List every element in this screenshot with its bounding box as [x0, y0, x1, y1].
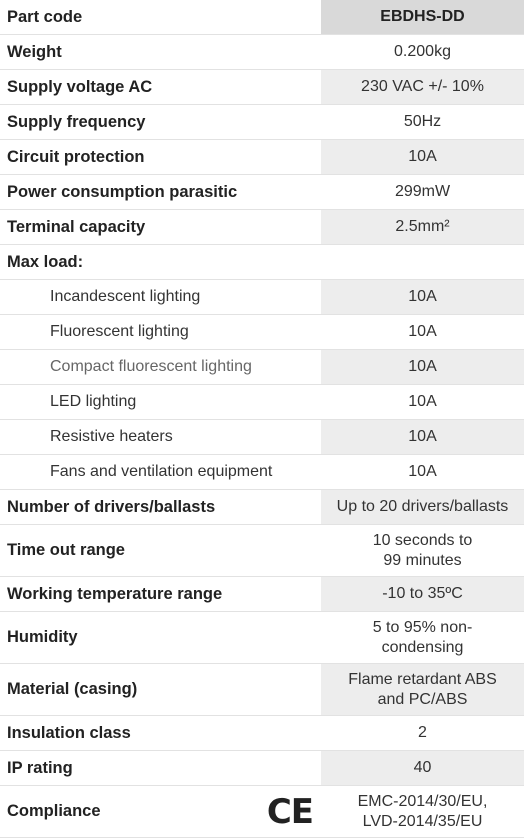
spec-row-supply-frequency: Supply frequency 50Hz: [0, 104, 524, 140]
spec-row-humidity: Humidity 5 to 95% non- condensing: [0, 611, 524, 664]
spec-row-power-consumption: Power consumption parasitic 299mW: [0, 174, 524, 210]
spec-row-fans-ventilation: Fans and ventilation equipment 10A: [0, 454, 524, 490]
spec-row-max-load: Max load:: [0, 244, 524, 280]
spec-label: Power consumption parasitic: [0, 174, 321, 210]
spec-sublabel: LED lighting: [0, 384, 321, 420]
spec-row-terminal-capacity: Terminal capacity 2.5mm²: [0, 209, 524, 245]
spec-label: Working temperature range: [0, 576, 321, 612]
spec-value: Up to 20 drivers/ballasts: [321, 489, 524, 525]
spec-sublabel: Incandescent lighting: [0, 279, 321, 315]
spec-value: 10A: [321, 419, 524, 455]
spec-row-compact-fluorescent: Compact fluorescent lighting 10A: [0, 349, 524, 385]
spec-label: Time out range: [0, 524, 321, 577]
spec-value: 10A: [321, 349, 524, 385]
spec-value-line: LVD-2014/35/EU: [362, 812, 483, 830]
spec-value-line: and PC/ABS: [377, 690, 468, 708]
spec-value: 10A: [321, 454, 524, 490]
spec-row-compliance: Compliance CE EMC-2014/30/EU, LVD-2014/3…: [0, 785, 524, 838]
spec-value: 10A: [321, 139, 524, 175]
spec-label: Compliance CE: [0, 785, 321, 838]
spec-value: -10 to 35ºC: [321, 576, 524, 612]
spec-value: EBDHS-DD: [321, 0, 524, 35]
spec-value-line: EMC-2014/30/EU,: [357, 792, 488, 810]
spec-value-line: 10 seconds to: [372, 531, 473, 549]
compliance-label: Compliance: [7, 802, 101, 820]
spec-label: Part code: [0, 0, 321, 35]
spec-value: 10A: [321, 384, 524, 420]
spec-row-part-code: Part code EBDHS-DD: [0, 0, 524, 35]
spec-value: 230 VAC +/- 10%: [321, 69, 524, 105]
spec-sublabel: Compact fluorescent lighting: [0, 349, 321, 385]
spec-value: 2.5mm²: [321, 209, 524, 245]
spec-label: Max load:: [0, 244, 321, 280]
spec-row-ip-rating: IP rating 40: [0, 750, 524, 786]
ce-mark-icon: CE: [266, 791, 314, 832]
spec-sublabel: Resistive heaters: [0, 419, 321, 455]
spec-sublabel: Fluorescent lighting: [0, 314, 321, 350]
spec-value: EMC-2014/30/EU, LVD-2014/35/EU: [321, 785, 524, 838]
spec-value: 10A: [321, 279, 524, 315]
spec-row-supply-voltage: Supply voltage AC 230 VAC +/- 10%: [0, 69, 524, 105]
spec-label: Humidity: [0, 611, 321, 664]
spec-label: Weight: [0, 34, 321, 70]
spec-label: Supply voltage AC: [0, 69, 321, 105]
spec-value: 10 seconds to 99 minutes: [321, 524, 524, 577]
spec-label: Circuit protection: [0, 139, 321, 175]
spec-value-line: 5 to 95% non-: [372, 618, 473, 636]
spec-value: 299mW: [321, 174, 524, 210]
spec-value-line: 99 minutes: [383, 551, 462, 569]
spec-label: Supply frequency: [0, 104, 321, 140]
spec-row-resistive-heaters: Resistive heaters 10A: [0, 419, 524, 455]
spec-value: 5 to 95% non- condensing: [321, 611, 524, 664]
spec-row-fluorescent: Fluorescent lighting 10A: [0, 314, 524, 350]
spec-label: Material (casing): [0, 663, 321, 716]
spec-row-time-out-range: Time out range 10 seconds to 99 minutes: [0, 524, 524, 577]
spec-value: 40: [321, 750, 524, 786]
spec-row-weight: Weight 0.200kg: [0, 34, 524, 70]
spec-row-led: LED lighting 10A: [0, 384, 524, 420]
spec-label: IP rating: [0, 750, 321, 786]
spec-row-drivers-ballasts: Number of drivers/ballasts Up to 20 driv…: [0, 489, 524, 525]
spec-row-material: Material (casing) Flame retardant ABS an…: [0, 663, 524, 716]
spec-label: Number of drivers/ballasts: [0, 489, 321, 525]
spec-label: Insulation class: [0, 715, 321, 751]
spec-row-working-temperature: Working temperature range -10 to 35ºC: [0, 576, 524, 612]
spec-value: 2: [321, 715, 524, 751]
spec-sublabel: Fans and ventilation equipment: [0, 454, 321, 490]
spec-row-insulation-class: Insulation class 2: [0, 715, 524, 751]
spec-row-incandescent: Incandescent lighting 10A: [0, 279, 524, 315]
spec-label: Terminal capacity: [0, 209, 321, 245]
spec-row-circuit-protection: Circuit protection 10A: [0, 139, 524, 175]
spec-value-line: Flame retardant ABS: [348, 670, 497, 688]
spec-value: Flame retardant ABS and PC/ABS: [321, 663, 524, 716]
spec-value: 50Hz: [321, 104, 524, 140]
spec-value: 10A: [321, 314, 524, 350]
spec-value: 0.200kg: [321, 34, 524, 70]
spec-value: [321, 244, 524, 280]
spec-value-line: condensing: [381, 638, 464, 656]
